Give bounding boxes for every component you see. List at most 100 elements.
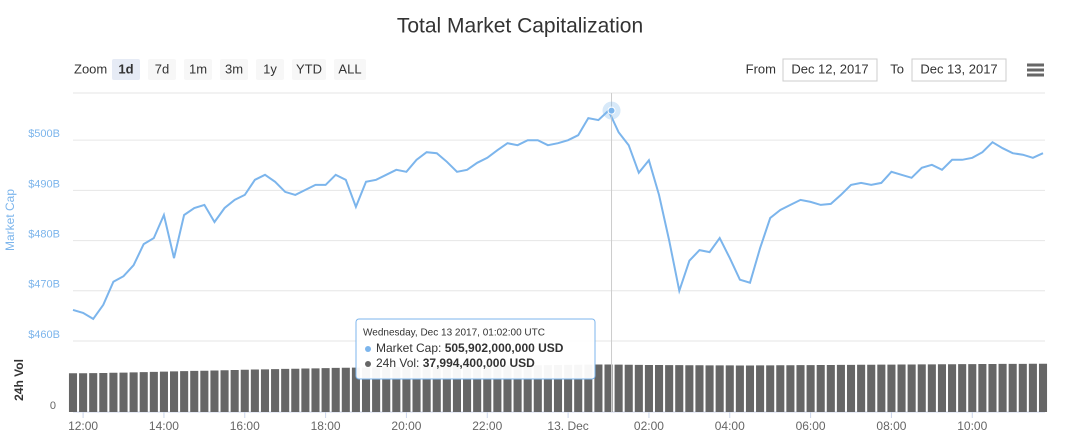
zoom-button-label: 1y xyxy=(263,61,277,76)
volume-bar xyxy=(301,368,310,412)
volume-bar xyxy=(200,370,209,412)
x-tick-label: 22:00 xyxy=(472,419,502,433)
volume-bar xyxy=(210,370,219,412)
volume-bar xyxy=(826,365,835,412)
to-label: To xyxy=(890,61,904,76)
volume-bar xyxy=(958,364,967,412)
tooltip-value: 505,902,000,000 USD xyxy=(445,341,564,355)
volume-bar xyxy=(311,368,320,412)
volume-bar xyxy=(240,369,249,412)
volume-bar xyxy=(695,365,704,412)
volume-bar xyxy=(463,366,472,412)
volume-bar xyxy=(816,365,825,412)
from-label: From xyxy=(746,61,776,76)
zoom-button-label: ALL xyxy=(338,61,361,76)
volume-bar xyxy=(281,368,290,412)
zoom-button[interactable] xyxy=(112,59,140,80)
volume-bar xyxy=(655,365,664,412)
y-tick-label: $470B xyxy=(28,279,60,291)
volume-bar xyxy=(644,365,653,412)
volume-bar xyxy=(321,368,330,412)
volume-bar xyxy=(422,366,431,412)
volume-bar xyxy=(968,364,977,412)
volume-bar xyxy=(766,365,775,412)
volume-bar xyxy=(917,364,926,412)
volume-bar xyxy=(867,364,876,412)
tooltip-label: Market Cap: 505,902,000,000 USD xyxy=(376,341,564,355)
volume-bar xyxy=(907,364,916,412)
volume-bar xyxy=(250,369,259,412)
volume-bar xyxy=(927,364,936,412)
tooltip-dot xyxy=(365,346,371,352)
volume-bar xyxy=(665,365,674,412)
y-tick-label: $460B xyxy=(28,329,60,341)
zoom-button[interactable] xyxy=(292,59,326,80)
volume-bar xyxy=(361,367,371,412)
volume-bar xyxy=(604,364,613,412)
volume-bar xyxy=(351,367,360,412)
volume-bar xyxy=(331,367,340,412)
volume-bar xyxy=(715,365,724,412)
zoom-button[interactable] xyxy=(334,59,366,80)
zoom-buttons: 1d 7d 1m 3m 1y YTD ALL xyxy=(112,59,366,80)
volume-bar xyxy=(937,364,946,412)
volume-bar xyxy=(786,365,795,412)
y-tick-label: $500B xyxy=(28,128,60,140)
volume-bar xyxy=(493,365,502,412)
volume-bar xyxy=(271,369,280,412)
volume-bar xyxy=(543,365,552,412)
volume-bar xyxy=(513,365,522,412)
zoom-button-label: 3m xyxy=(225,61,243,76)
volume-bar xyxy=(89,373,98,412)
tooltip-label-text: Market Cap: xyxy=(376,341,441,355)
volume-bar xyxy=(776,365,785,412)
y-axis-title: Market Cap xyxy=(3,189,17,251)
volume-bar xyxy=(382,367,391,412)
zoom-button[interactable] xyxy=(256,59,284,80)
volume-bar xyxy=(129,372,138,412)
volume-bar xyxy=(533,365,542,412)
volume-bar xyxy=(412,366,421,412)
tooltip-box xyxy=(355,318,596,380)
volume-bar xyxy=(796,365,805,412)
volume-bar xyxy=(705,365,714,412)
volume-bar xyxy=(846,364,856,412)
volume-bar xyxy=(745,365,755,412)
volume-bar xyxy=(170,371,179,412)
x-tick-label: 20:00 xyxy=(391,419,421,433)
volume-bar xyxy=(584,364,593,412)
x-tick-label: 08:00 xyxy=(876,419,906,433)
volume-bar xyxy=(291,368,300,412)
zoom-button[interactable] xyxy=(220,59,248,80)
volume-bar xyxy=(159,371,168,412)
volume-bar xyxy=(877,364,886,412)
volume-bar xyxy=(139,372,148,412)
zoom-button[interactable] xyxy=(148,59,176,80)
volume-bar xyxy=(897,364,906,412)
volume-bar xyxy=(1008,363,1017,412)
tooltip-value: 37,994,400,000 USD xyxy=(423,356,535,370)
tooltip: Wednesday, Dec 13 2017, 01:02:00 UTC Mar… xyxy=(355,318,596,380)
volume-bar xyxy=(230,370,239,412)
x-tick-label: 13. Dec xyxy=(547,419,588,433)
volume-bar xyxy=(341,367,350,412)
menu-button[interactable] xyxy=(1027,63,1044,77)
volume-bar xyxy=(452,366,461,412)
volume-bar xyxy=(675,365,684,412)
volume-bar xyxy=(857,364,866,412)
y-tick-label: $490B xyxy=(28,178,60,190)
x-tick-label: 10:00 xyxy=(957,419,987,433)
x-tick-label: 16:00 xyxy=(230,419,260,433)
volume-bar xyxy=(1038,363,1048,412)
volume-bar xyxy=(402,366,411,412)
from-input[interactable] xyxy=(782,58,878,82)
volume-bar xyxy=(190,370,199,412)
volume-bar xyxy=(594,364,603,412)
zoom-button[interactable] xyxy=(184,59,212,80)
x-tick-label: 06:00 xyxy=(796,419,826,433)
to-input[interactable] xyxy=(911,58,1007,82)
from-value: Dec 12, 2017 xyxy=(791,61,868,76)
volume-bar xyxy=(119,372,128,412)
volume-bar xyxy=(836,364,845,412)
